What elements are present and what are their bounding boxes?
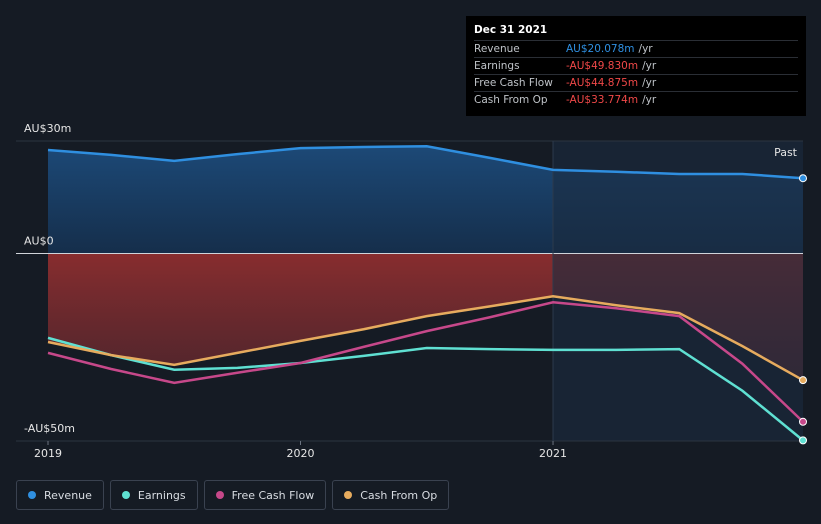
end-point (799, 436, 807, 445)
legend-label: Earnings (137, 488, 186, 502)
end-point (799, 417, 807, 426)
end-point (799, 376, 807, 385)
tooltip-title: Dec 31 2021 (474, 24, 548, 36)
legend-dot (215, 491, 224, 499)
tooltip-value: AU$20.078m (566, 43, 635, 55)
tooltip-value: -AU$33.774m (566, 94, 639, 106)
past-label: Past (774, 146, 798, 159)
legend-item[interactable]: Revenue (16, 480, 104, 510)
legend-label: Revenue (44, 488, 92, 502)
tooltip-unit: /yr (642, 77, 657, 89)
tooltip-label: Free Cash Flow (474, 77, 553, 89)
tooltip-label: Earnings (474, 60, 520, 72)
legend-item[interactable]: Cash From Op (332, 480, 450, 510)
y-tick-label: -AU$50m (24, 422, 75, 435)
tooltip-label: Revenue (474, 43, 520, 55)
legend: Revenue Earnings Free Cash Flow Cash From O… (16, 480, 450, 510)
tooltip-label: Cash From Op (474, 94, 548, 106)
tooltip-row: Earnings -AU$49.830m/yr (474, 57, 798, 74)
tooltip-unit: /yr (642, 94, 657, 106)
tooltip-unit: /yr (642, 60, 657, 72)
legend-dot (28, 491, 36, 499)
legend-item[interactable]: Earnings (109, 480, 198, 510)
tooltip-row: Free Cash Flow -AU$44.875m/yr (474, 74, 798, 91)
future-region (553, 141, 803, 441)
end-point (799, 174, 807, 183)
series-line (47, 336, 804, 442)
legend-label: Cash From Op (360, 488, 438, 502)
tooltip-row: Revenue AU$20.078m/yr (474, 40, 798, 57)
series-line (47, 144, 804, 180)
tooltip-unit: /yr (638, 43, 653, 55)
series-line (47, 294, 804, 382)
tooltip-value: -AU$49.830m (566, 60, 639, 72)
y-tick-label: AU$30m (24, 122, 71, 135)
legend-item[interactable]: Free Cash Flow (203, 480, 327, 510)
x-tick-label: 2020 (287, 447, 315, 460)
legend-label: Free Cash Flow (231, 488, 315, 502)
x-tick-label: 2021 (539, 447, 567, 460)
series-line (47, 300, 804, 423)
tooltip: Dec 31 2021 Revenue AU$20.078m/yr Earnings… (466, 16, 806, 116)
chart: Past AU$30m AU$0 -AU$50m 2019 2020 2021 (16, 122, 807, 460)
legend-dot (121, 491, 130, 499)
x-tick-label: 2019 (34, 447, 62, 460)
legend-dot (344, 491, 353, 499)
tooltip-row: Cash From Op -AU$33.774m/yr (474, 91, 798, 108)
tooltip-value: -AU$44.875m (566, 77, 639, 89)
y-tick-label: AU$0 (24, 235, 54, 248)
